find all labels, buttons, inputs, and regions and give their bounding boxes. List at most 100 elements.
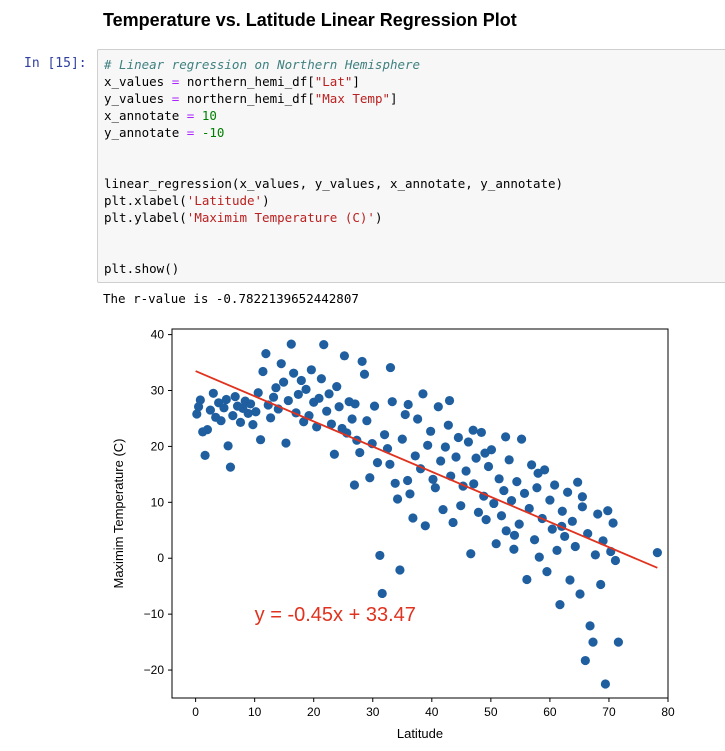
data-point: [428, 474, 438, 484]
data-point: [519, 488, 530, 498]
y-tick-label: 20: [151, 439, 165, 453]
data-point: [413, 414, 423, 424]
data-point: [408, 513, 418, 523]
data-point: [590, 550, 600, 560]
data-point: [580, 655, 590, 666]
code-editor[interactable]: # Linear regression on Northern Hemisphe…: [104, 56, 563, 277]
data-point: [192, 409, 202, 419]
data-point: [329, 449, 339, 459]
data-point: [613, 637, 624, 647]
y-tick-label: 0: [157, 551, 164, 565]
data-point: [299, 417, 309, 427]
data-point: [509, 544, 519, 554]
data-point: [461, 466, 471, 476]
data-point: [205, 405, 215, 415]
code-text: plt.show(): [104, 261, 180, 276]
data-point: [577, 502, 587, 512]
data-point: [271, 383, 281, 393]
x-tick-label: 20: [307, 705, 321, 719]
x-tick-label: 30: [366, 705, 380, 719]
data-point: [420, 521, 430, 531]
data-point: [570, 541, 580, 552]
data-point: [296, 375, 306, 386]
data-point: [243, 408, 253, 419]
regression-line: [195, 370, 658, 569]
plot-frame: [171, 328, 669, 699]
data-point: [230, 392, 240, 402]
data-point: [560, 531, 570, 542]
data-point: [524, 503, 534, 514]
data-point: [306, 365, 316, 375]
data-point: [423, 440, 433, 450]
cell-output-text: The r-value is -0.7822139652442807: [103, 291, 359, 306]
data-point: [545, 495, 555, 505]
code-string: "Max Temp": [314, 91, 391, 106]
data-point: [326, 419, 337, 429]
data-point: [516, 434, 527, 444]
code-var: x_annotate: [104, 108, 180, 123]
data-point: [283, 395, 293, 406]
data-point: [357, 356, 367, 367]
data-point: [547, 524, 557, 534]
data-point: [448, 517, 458, 528]
code-operator: =: [171, 91, 180, 106]
data-point: [476, 427, 487, 438]
data-point: [596, 579, 606, 590]
data-point: [418, 389, 428, 399]
data-point: [608, 518, 618, 528]
data-point: [438, 504, 448, 515]
data-point: [542, 567, 552, 577]
data-point: [403, 399, 413, 410]
data-point: [494, 474, 504, 484]
x-tick-label: 40: [425, 705, 439, 719]
y-tick-label: −20: [144, 663, 165, 677]
data-points: [192, 339, 662, 689]
x-tick-label: 80: [661, 705, 675, 719]
data-point: [350, 399, 360, 409]
data-point: [385, 459, 395, 469]
code-text: linear_regression(x_values, y_values, x_…: [104, 176, 564, 191]
data-point: [603, 506, 613, 516]
data-point: [567, 516, 577, 526]
data-point: [451, 452, 461, 462]
code-var: x_values: [104, 74, 165, 89]
data-point: [563, 487, 573, 497]
data-point: [550, 480, 560, 490]
data-point: [289, 368, 299, 378]
data-point: [281, 438, 291, 448]
data-point: [577, 492, 587, 502]
data-point: [255, 435, 266, 445]
data-point: [362, 416, 372, 426]
scatter-plot: 0 10 20 30 40 50 60 70 80 −20 −10 0 10 20 30 40 y = -0…: [111, 328, 675, 741]
x-tick-label: 50: [484, 705, 498, 719]
code-cell[interactable]: # Linear regression on Northern Hemisphe…: [97, 49, 725, 283]
data-point: [491, 539, 501, 549]
data-point: [223, 441, 233, 451]
data-point: [501, 526, 511, 536]
y-axis: −20 −10 0 10 20 30 40: [144, 328, 172, 677]
data-point: [202, 425, 213, 435]
data-point: [369, 401, 380, 411]
data-point: [436, 456, 446, 466]
data-point: [387, 397, 397, 407]
data-point: [347, 414, 357, 424]
data-point: [355, 447, 365, 458]
data-point: [532, 483, 542, 493]
data-point: [261, 349, 271, 359]
data-point: [279, 377, 289, 387]
y-tick-label: 30: [151, 384, 165, 398]
data-point: [533, 468, 543, 478]
regression-equation: y = -0.45x + 33.47: [255, 604, 416, 626]
data-point: [496, 511, 507, 521]
data-point: [514, 519, 524, 529]
data-point: [466, 549, 476, 559]
x-tick-label: 10: [248, 705, 262, 719]
data-point: [463, 437, 474, 447]
code-operator: =: [186, 125, 195, 140]
data-point: [430, 483, 440, 493]
data-point: [332, 381, 342, 392]
data-point: [235, 417, 246, 427]
data-point: [314, 393, 324, 403]
code-operator: =: [186, 108, 195, 123]
data-point: [349, 480, 360, 490]
